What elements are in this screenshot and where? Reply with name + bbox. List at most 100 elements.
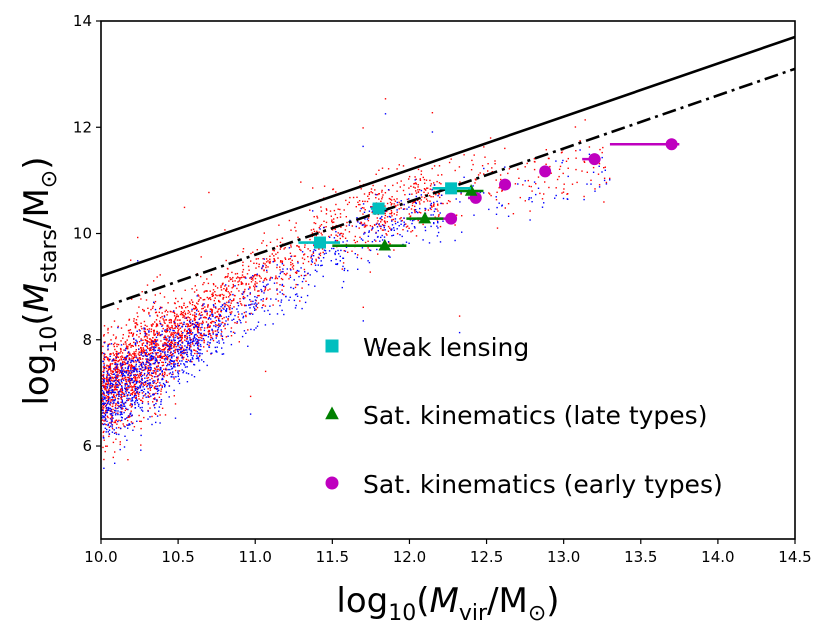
red-point xyxy=(556,178,559,181)
blue-point xyxy=(364,232,366,234)
red-point xyxy=(161,306,163,309)
blue-point xyxy=(237,311,239,313)
red-point xyxy=(177,358,179,360)
red-point xyxy=(238,313,240,315)
red-point xyxy=(333,218,335,220)
red-point xyxy=(312,228,315,230)
red-point xyxy=(399,186,401,188)
red-point xyxy=(170,319,172,321)
blue-point xyxy=(220,329,222,331)
red-point xyxy=(389,243,391,245)
red-point xyxy=(159,369,161,372)
blue-point xyxy=(218,324,220,326)
red-point xyxy=(224,285,226,287)
red-point xyxy=(230,291,233,293)
red-point xyxy=(605,181,608,184)
blue-point xyxy=(190,352,192,355)
red-point xyxy=(294,226,296,229)
red-point xyxy=(214,294,217,296)
red-point xyxy=(325,221,328,224)
red-point xyxy=(420,199,422,201)
blue-point xyxy=(102,396,104,398)
red-point xyxy=(240,281,242,283)
red-point xyxy=(108,392,110,395)
blue-point xyxy=(225,320,227,322)
blue-point xyxy=(328,250,331,252)
blue-point xyxy=(156,332,158,335)
red-point xyxy=(375,173,377,175)
red-point xyxy=(203,298,206,301)
blue-point xyxy=(189,337,191,339)
blue-point xyxy=(113,402,115,404)
red-point xyxy=(173,346,175,349)
blue-point xyxy=(249,304,251,306)
blue-point xyxy=(214,306,217,308)
red-point xyxy=(241,304,243,306)
red-point xyxy=(393,249,395,251)
square-point xyxy=(313,236,326,249)
red-point xyxy=(408,178,410,180)
x-label-close: ) xyxy=(546,581,559,621)
red-point xyxy=(107,365,110,367)
red-point xyxy=(320,224,323,226)
red-point xyxy=(275,276,277,279)
red-point xyxy=(114,405,117,407)
red-point xyxy=(177,325,179,327)
blue-point xyxy=(234,314,236,317)
red-point xyxy=(110,409,112,412)
red-point xyxy=(174,322,176,324)
blue-point xyxy=(129,413,131,415)
red-point xyxy=(431,206,433,208)
red-point xyxy=(203,339,205,341)
red-point xyxy=(200,329,202,331)
blue-point xyxy=(140,389,142,392)
red-point xyxy=(255,267,257,269)
red-point xyxy=(418,211,421,213)
red-point xyxy=(170,345,172,347)
red-point xyxy=(144,328,146,330)
blue-point xyxy=(200,317,202,319)
blue-point xyxy=(281,263,284,265)
blue-point xyxy=(152,346,155,348)
red-point xyxy=(103,458,105,461)
blue-point xyxy=(303,274,306,277)
red-point xyxy=(211,309,214,311)
blue-point xyxy=(280,271,282,273)
red-point xyxy=(265,279,268,281)
blue-point xyxy=(211,338,214,340)
red-point xyxy=(321,234,323,236)
red-point xyxy=(384,224,386,227)
blue-point xyxy=(227,323,229,326)
blue-point xyxy=(432,214,434,216)
blue-point xyxy=(345,246,348,248)
blue-point xyxy=(288,299,290,301)
red-point xyxy=(174,302,176,305)
blue-point xyxy=(114,379,116,382)
blue-point xyxy=(231,307,233,310)
red-point xyxy=(128,380,130,382)
blue-point xyxy=(173,310,175,312)
red-point xyxy=(198,355,201,358)
red-point xyxy=(177,300,179,303)
red-point xyxy=(336,217,339,219)
red-point xyxy=(598,184,601,186)
red-point xyxy=(203,333,205,335)
red-point xyxy=(408,175,411,178)
blue-point xyxy=(121,367,124,369)
red-point xyxy=(183,348,185,350)
red-point xyxy=(119,389,122,391)
blue-point xyxy=(401,235,403,238)
blue-point xyxy=(241,335,244,338)
blue-point xyxy=(171,347,173,349)
red-point xyxy=(297,260,299,263)
red-point xyxy=(586,171,588,173)
red-point xyxy=(269,277,271,280)
blue-point xyxy=(415,201,417,204)
blue-point xyxy=(162,382,165,385)
red-point xyxy=(157,333,159,335)
blue-point xyxy=(254,299,257,301)
blue-point xyxy=(375,232,377,234)
red-point xyxy=(164,372,166,374)
red-point xyxy=(141,291,143,293)
red-point xyxy=(123,349,125,351)
